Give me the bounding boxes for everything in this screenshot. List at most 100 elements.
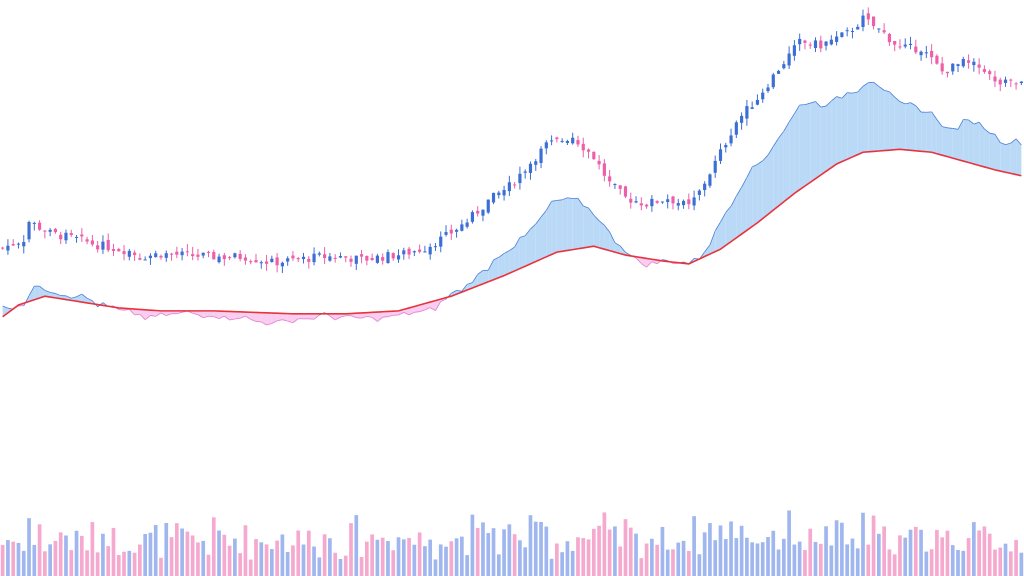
volume-bar	[940, 537, 945, 576]
oscillator-line-segment	[192, 312, 199, 316]
candle-down	[576, 135, 580, 147]
oscillator-line-segment	[588, 207, 595, 216]
volume-bar	[148, 532, 153, 576]
volume-bar	[1003, 543, 1008, 576]
candle-body	[191, 254, 195, 257]
volume-bar	[269, 549, 274, 576]
oscillator-line-segment	[371, 317, 378, 322]
volume-bar	[412, 544, 417, 576]
candle-body	[850, 30, 855, 32]
candle-down	[592, 151, 596, 161]
volume-bar	[243, 525, 248, 576]
oscillator-line-segment	[382, 316, 388, 318]
oscillator-fill-above	[562, 197, 568, 252]
volume-bar	[1008, 551, 1013, 576]
candle-body	[344, 256, 348, 258]
candle-up	[835, 31, 839, 46]
volume-bar	[993, 549, 997, 576]
volume-bar	[43, 551, 47, 576]
oscillator-fill-above	[519, 235, 526, 269]
volume-bar	[512, 534, 517, 576]
volume-bar	[1014, 539, 1018, 576]
volume-bar	[660, 526, 665, 576]
candle-up	[528, 161, 533, 180]
candle-up	[565, 139, 570, 145]
oscillator-fill-above	[583, 205, 589, 248]
oscillator-line-segment	[467, 282, 473, 285]
volume-bar	[591, 528, 596, 576]
volume-bar	[180, 528, 184, 576]
volume-bar	[972, 522, 976, 576]
candle-body	[238, 253, 242, 259]
candle-down	[687, 193, 691, 210]
candle-down	[808, 42, 812, 49]
candle-up	[697, 189, 701, 201]
candle-up	[750, 101, 754, 110]
oscillator-fill-below	[145, 309, 151, 320]
candle-body	[966, 60, 971, 63]
oscillator-line-segment	[714, 221, 721, 232]
candle-up	[718, 143, 723, 164]
oscillator-fill-above	[731, 196, 737, 242]
candle-up	[32, 221, 36, 231]
volume-bar	[824, 526, 828, 576]
volume-bar	[211, 517, 216, 576]
candle-down	[914, 39, 918, 55]
volume-bar	[771, 530, 776, 576]
candle-down	[175, 246, 179, 259]
candle-body	[106, 239, 110, 251]
oscillator-line-segment	[408, 311, 415, 316]
candle-body	[507, 182, 511, 192]
candle-body	[755, 99, 760, 105]
oscillator-fill-below	[155, 310, 161, 317]
candle-body	[201, 252, 205, 256]
volume-bar	[792, 544, 797, 576]
candle-up	[961, 56, 965, 68]
oscillator-fill-above	[947, 127, 953, 159]
volume-bar	[259, 542, 264, 576]
oscillator-line-segment	[398, 312, 404, 316]
oscillator-fill-above	[488, 259, 494, 282]
volume-bar	[945, 530, 950, 576]
volume-bar	[58, 532, 63, 576]
oscillator-fill-above	[757, 160, 763, 223]
volume-bar	[729, 521, 733, 576]
candle-body	[444, 232, 448, 235]
candle-up	[861, 9, 865, 32]
volume-bar	[90, 522, 95, 576]
candle-up	[703, 181, 707, 197]
oscillator-line-segment	[783, 121, 790, 132]
candle-up	[729, 128, 733, 147]
candle-body	[687, 199, 691, 205]
candle-up	[497, 190, 501, 199]
volume-bar	[386, 541, 390, 576]
candle-body	[127, 250, 131, 257]
candle-down	[418, 244, 422, 254]
volume-bar	[776, 549, 781, 576]
oscillator-fill-above	[963, 119, 969, 163]
volume-bar	[602, 512, 607, 576]
oscillator-line-segment	[329, 315, 336, 321]
candle-body	[729, 135, 733, 144]
oscillator-fill-above	[926, 111, 932, 153]
volume-bar	[391, 550, 396, 576]
volume-bar	[549, 558, 554, 576]
candle-body	[96, 245, 100, 250]
candle-body	[982, 69, 986, 72]
candle-body	[370, 257, 374, 260]
oscillator-line-segment	[277, 319, 283, 322]
oscillator-fill-above	[2, 306, 8, 317]
oscillator-fill-above	[498, 253, 505, 278]
oscillator-fill-below	[419, 303, 425, 312]
oscillator-fill-above	[852, 91, 858, 157]
candle-up	[217, 253, 221, 264]
oscillator-fill-above	[514, 237, 520, 271]
candle-down	[555, 136, 559, 143]
volume-bar	[491, 528, 496, 576]
candle-down	[365, 255, 369, 266]
candle-body	[766, 87, 770, 92]
candle-down	[370, 253, 374, 262]
candle-up	[428, 243, 432, 260]
candle-up	[734, 120, 738, 138]
